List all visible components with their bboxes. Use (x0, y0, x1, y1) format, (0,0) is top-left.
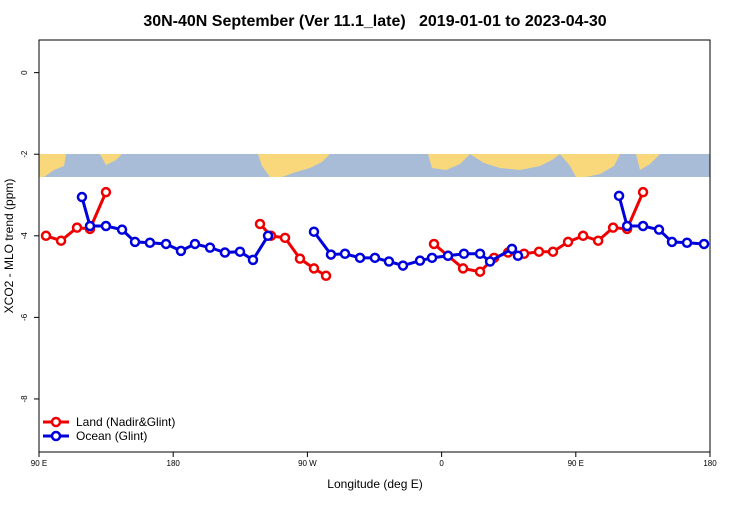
data-point (55, 235, 67, 246)
plot-frame (38, 39, 711, 453)
x-tick-label: 90 W (298, 459, 317, 468)
data-point (279, 232, 291, 244)
data-point (175, 245, 187, 257)
data-point (71, 222, 83, 233)
data-point (562, 236, 574, 248)
data-point (247, 254, 259, 266)
data-point (577, 230, 589, 242)
data-point (533, 246, 545, 257)
data-point (262, 230, 274, 242)
data-point (369, 252, 381, 264)
x-tick-label: 90 E (31, 459, 47, 468)
y-tick-label: 0 (20, 70, 29, 75)
data-point (308, 263, 320, 274)
data-point (653, 224, 665, 235)
data-point (204, 242, 216, 253)
legend-marker (50, 430, 62, 442)
data-point (219, 247, 231, 258)
y-tick-label: -4 (20, 232, 29, 240)
data-point (129, 236, 141, 248)
x-axis-label: Longitude (deg E) (327, 477, 422, 491)
data-point (512, 250, 524, 262)
data-point (698, 238, 710, 250)
data-point (442, 250, 454, 262)
data-point (294, 253, 306, 264)
data-point (607, 222, 619, 233)
data-point (144, 237, 156, 248)
data-point (308, 226, 320, 237)
data-point (592, 235, 604, 246)
legend-label: Land (Nadir&Glint) (76, 415, 175, 429)
data-point (426, 252, 438, 264)
map-strip (39, 154, 710, 177)
y-tick-label: -8 (20, 395, 29, 403)
series-line (45, 191, 645, 278)
data-point (160, 238, 172, 250)
data-point (637, 220, 649, 232)
data-point (397, 260, 409, 271)
data-point (100, 186, 112, 198)
data-point (234, 246, 246, 257)
x-tick-label: 90 E (568, 459, 584, 468)
legend-label: Ocean (Glint) (76, 429, 147, 443)
data-point (547, 246, 559, 257)
data-point (621, 220, 633, 232)
y-tick-label: -6 (20, 313, 29, 321)
data-point (457, 263, 469, 274)
x-tick-label: 180 (167, 459, 181, 468)
data-point (354, 252, 366, 264)
data-point (339, 248, 351, 260)
data-point (474, 248, 486, 260)
data-point (637, 186, 649, 198)
data-point (474, 266, 486, 277)
data-point (116, 224, 128, 235)
y-axis-label: XCO2 - MLO trend (ppm) (2, 179, 16, 314)
chart-title: 30N-40N September (Ver 11.1_late) 2019-0… (143, 13, 606, 30)
data-point (428, 238, 440, 250)
data-point (325, 249, 337, 260)
data-point (681, 237, 693, 248)
data-point (484, 256, 496, 267)
data-point (666, 236, 678, 248)
x-tick-label: 180 (703, 459, 717, 468)
data-point (414, 255, 426, 266)
data-point (189, 238, 201, 250)
data-point (320, 270, 332, 282)
legend-marker (50, 416, 62, 428)
data-point (76, 191, 88, 203)
data-point (506, 243, 518, 255)
data-point (254, 218, 266, 230)
data-point (84, 220, 96, 232)
data-point (40, 230, 52, 242)
data-point (100, 220, 112, 232)
data-point (458, 248, 470, 260)
x-tick-label: 0 (439, 459, 444, 468)
data-point (613, 190, 625, 202)
data-point (383, 256, 395, 267)
y-tick-label: -2 (20, 150, 29, 158)
